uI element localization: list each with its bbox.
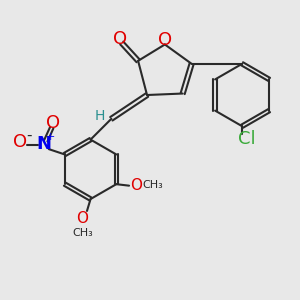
Text: N: N bbox=[36, 135, 51, 153]
Text: O: O bbox=[113, 29, 127, 47]
Text: CH₃: CH₃ bbox=[72, 228, 93, 238]
Text: H: H bbox=[95, 110, 105, 123]
Text: CH₃: CH₃ bbox=[142, 180, 163, 190]
Text: O: O bbox=[46, 114, 60, 132]
Text: O: O bbox=[14, 133, 28, 151]
Text: -: - bbox=[26, 128, 31, 143]
Text: +: + bbox=[46, 132, 55, 142]
Text: Cl: Cl bbox=[238, 130, 255, 148]
Text: O: O bbox=[76, 211, 88, 226]
Text: O: O bbox=[130, 178, 142, 193]
Text: O: O bbox=[158, 31, 172, 49]
